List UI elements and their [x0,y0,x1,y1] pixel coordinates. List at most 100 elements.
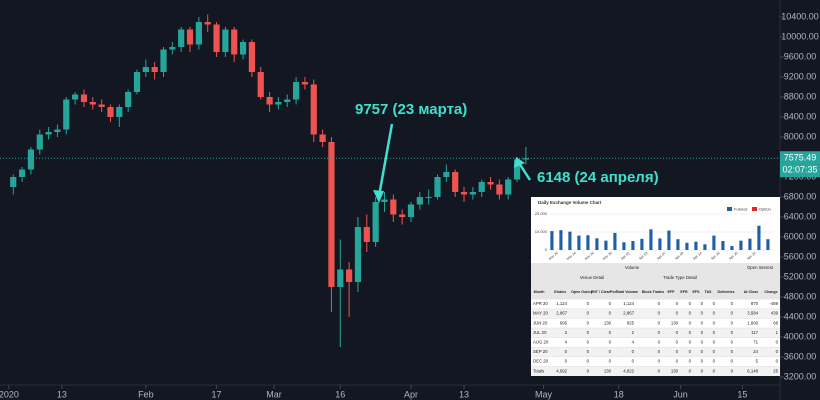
table-cell: 0 [689,368,692,373]
candle-body [116,107,123,117]
table-cell: 0 [609,301,612,306]
table-cell: 0 [658,301,661,306]
candle-body [478,182,485,192]
inset-title: Daily Exchange Volume Chart [538,200,602,205]
table-cell: 0 [731,368,734,373]
bar [730,246,734,250]
x-tick-label: Feb [138,389,154,399]
table-cell: 0 [701,330,704,335]
candle-body [231,29,238,55]
table-cell: 0 [689,330,692,335]
table-cell: 0 [689,340,692,345]
row-bg [531,347,780,357]
column-header: Deliveries [718,290,735,294]
candle-body [505,179,512,195]
arrow [517,162,532,181]
y-tick-label: 9200.00 [784,71,817,81]
bar [604,240,608,250]
table-cell: 0 [609,340,612,345]
bar [559,230,563,250]
column-header: TAS [705,290,713,294]
column-header: Change [764,290,777,294]
candle-body [328,142,335,287]
candle-body [443,172,450,177]
bar [595,238,599,250]
table-cell: 0 [731,301,734,306]
table-cell: 0 [609,359,612,364]
candle-body [27,149,35,170]
candle-body [434,177,441,197]
table-cell: 0 [587,349,590,354]
table-cell: 0 [587,311,590,316]
table-cell: 0 [713,320,716,325]
table-cell: 2 [632,330,635,335]
arrow [377,123,394,197]
inset-image: Daily Exchange Volume Chart Futures Option… [531,197,780,376]
candle-body [160,49,167,72]
bar [694,241,698,250]
candle-body [248,42,255,72]
x-tick-label: 13 [57,389,67,399]
table-cell: 130 [671,368,679,373]
x-tick-label: 13 [459,389,469,399]
y-tick-label: 10000.00 [781,31,819,41]
y-tick-label: 3200.00 [784,371,817,381]
candle-body [80,94,88,102]
bar [658,238,662,250]
candle-body [107,107,114,117]
table-cell: 0 [701,301,704,306]
x-tick-label: Apr [404,389,418,399]
bar [721,241,725,250]
table-cell: 2,867 [623,311,634,316]
y-tick-label: 10,000 [535,229,548,234]
table-cell: SEP 20 [533,349,548,354]
table-cell: 3,584 [747,311,758,316]
table-cell: 130 [671,320,679,325]
table-cell: 0 [609,311,612,316]
legend-swatch [727,207,732,211]
table-cell: 5 [756,359,759,364]
x-tick-label: Apr 14 [692,251,703,261]
legend-label: Option [759,207,771,212]
candle-body [239,42,247,55]
table-cell: 0 [731,359,734,364]
x-tick-label: Apr 03 [638,251,649,261]
bar [613,232,617,250]
candle-body [496,184,503,195]
x-tick-label: Apr 22 [746,251,757,261]
column-header: EFP [668,290,676,294]
candle-body [319,134,326,142]
candle-body [178,29,185,47]
candle-body [487,182,494,185]
bar [685,242,689,250]
y-tick-label: 8800.00 [784,91,817,101]
y-tick-label: 6400.00 [784,211,817,221]
table-cell: 0 [731,330,734,335]
candle-body [310,84,317,135]
candle-body [363,227,370,242]
y-tick-label: 4400.00 [784,311,817,321]
x-tick-label: Jun [673,389,688,399]
bar [649,229,653,250]
bar [739,240,743,250]
column-header: EFS [693,290,701,294]
bar [712,235,716,250]
table-cell: 695 [560,320,568,325]
table-cell: 0 [676,301,679,306]
column-header: Block Trades [642,290,664,294]
bar [586,235,590,250]
table-cell: 0 [565,359,568,364]
table-cell: 0 [609,349,612,354]
y-tick-label: 10400.00 [781,11,819,21]
table-cell: AUG 20 [533,340,549,345]
table-cell: 0 [731,320,734,325]
candle-body [301,82,309,85]
candle-body [72,94,79,100]
table-cell: 0 [731,311,734,316]
table-cell: 0 [587,340,590,345]
table-cell: 0 [689,320,692,325]
y-tick-label: 9600.00 [784,51,817,61]
table-cell: 1,124 [623,301,634,306]
candle-body [390,199,397,215]
table-cell: -489 [769,301,778,306]
